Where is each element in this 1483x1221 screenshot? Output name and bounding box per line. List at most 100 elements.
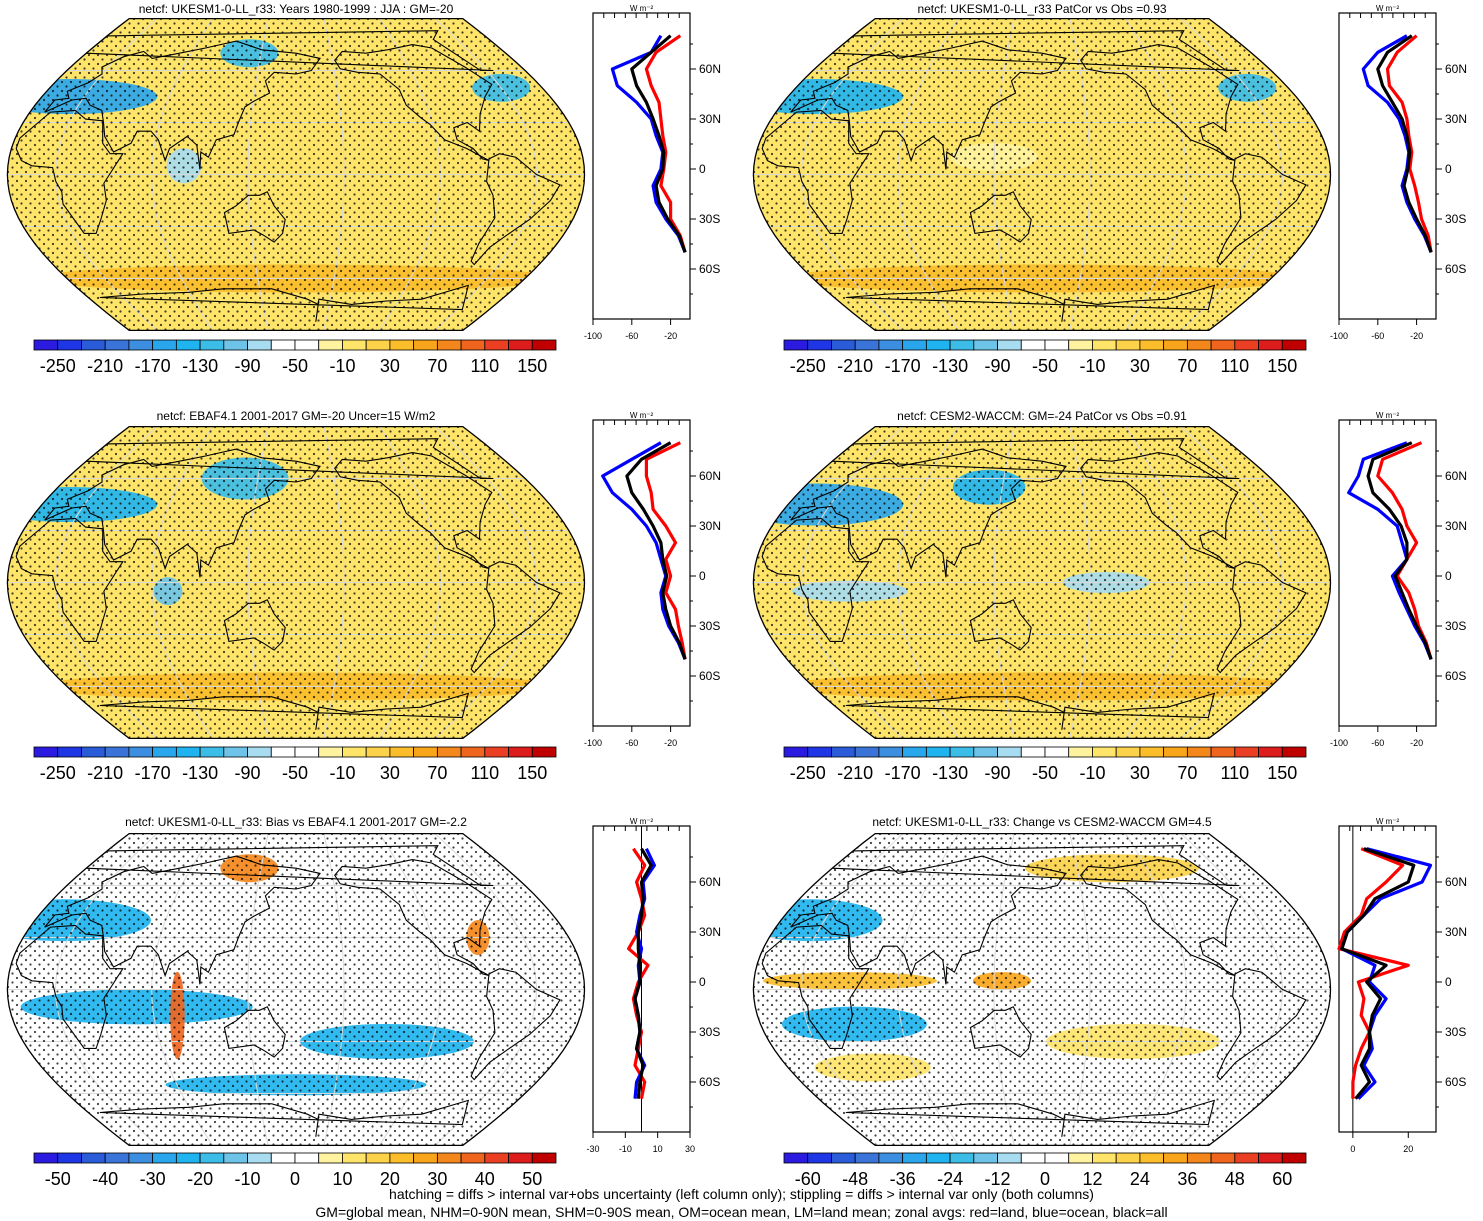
colorbar-bin	[365, 746, 391, 758]
zonal-x-tick-label: -60	[625, 331, 638, 341]
colorbar-bin	[807, 339, 832, 351]
colorbar-bin	[783, 746, 809, 758]
colorbar-bin	[1139, 746, 1165, 758]
colorbar-bin	[294, 339, 320, 351]
colorbar-bin	[436, 746, 462, 758]
colorbar-bin	[878, 1152, 904, 1164]
colorbar-bin	[1068, 746, 1093, 758]
colorbar-bin	[531, 339, 557, 351]
colorbar-bin	[294, 746, 320, 758]
zonal-series-line	[627, 847, 650, 1100]
colorbar-bin	[1044, 1152, 1070, 1164]
colorbar-bin	[854, 1152, 880, 1164]
colorbar-bin	[1210, 746, 1236, 758]
colorbar: -250 -210 -170 -130 -90 -50 -10 30 70 110 150	[783, 746, 1307, 783]
colorbar-tick-label: 0	[1040, 1169, 1050, 1189]
zonal-x-tick-label: -30	[586, 1144, 599, 1154]
coastline	[223, 1006, 286, 1058]
colorbar-tick-label: 110	[1220, 356, 1249, 376]
zonal-series-line	[1340, 847, 1433, 1100]
zonal-lat-tick-label: 30S	[699, 212, 720, 226]
zonal-x-tick-label: -100	[584, 738, 602, 748]
map-plot	[6, 425, 586, 740]
colorbar-bin	[1068, 339, 1093, 351]
colorbar-bin	[1234, 339, 1259, 351]
colorbar-bin	[1020, 339, 1046, 351]
zonal-series-line	[1376, 441, 1433, 660]
colorbar-bin	[104, 746, 130, 758]
colorbar: -250 -210 -170 -130 -90 -50 -10 30 70 110 150	[783, 339, 1307, 376]
colorbar-bin	[389, 339, 415, 351]
colorbar-tick-label: -10	[1079, 356, 1105, 376]
zonal-mean-plot: W m⁻² 60N 30N 0 30S 60S -100 -60 -20	[1330, 411, 1467, 748]
zonal-unit-label: W m⁻²	[1376, 411, 1400, 420]
colorbar-bin	[1092, 746, 1117, 758]
colorbar-bin	[1163, 339, 1188, 351]
colorbar-tick-label: -250	[790, 763, 826, 783]
colorbar-bin	[1092, 1152, 1117, 1164]
zonal-x-tick-label: -100	[1330, 331, 1348, 341]
stippling	[753, 833, 1331, 1146]
colorbar-bin	[152, 746, 177, 758]
zonal-lat-tick-label: 30N	[1445, 925, 1467, 939]
colorbar-bin	[175, 746, 201, 758]
zonal-lat-tick-label: 60S	[1445, 1075, 1466, 1089]
colorbar-bin	[1092, 339, 1117, 351]
colorbar-tick-label: 48	[1225, 1169, 1245, 1189]
colorbar-bin	[318, 1152, 343, 1164]
zonal-x-tick-label: -20	[664, 331, 677, 341]
zonal-lat-tick-label: 60N	[1445, 62, 1467, 76]
colorbar-bin	[783, 1152, 809, 1164]
colorbar-bin	[508, 339, 533, 351]
colorbar-bin	[247, 746, 272, 758]
colorbar-bin	[1234, 746, 1259, 758]
zonal-series-line	[1340, 847, 1416, 1100]
zonal-x-tick-label: -100	[1330, 738, 1348, 748]
zonal-frame	[1338, 825, 1437, 1133]
colorbar-bin	[1186, 1152, 1212, 1164]
zonal-x-tick-label: -60	[1371, 331, 1384, 341]
zonal-series-line	[1347, 441, 1433, 660]
colorbar-tick-label: -210	[87, 356, 123, 376]
colorbar-bin	[902, 746, 927, 758]
map-title: netcf: UKESM1-0-LL_r33 PatCor vs Obs =0.…	[917, 2, 1167, 16]
colorbar-tick-label: -50	[282, 763, 308, 783]
colorbar-bin	[152, 1152, 177, 1164]
stippling	[7, 426, 585, 739]
coastline	[845, 1099, 1216, 1137]
colorbar-tick-label: -50	[282, 356, 308, 376]
colorbar-bin	[997, 339, 1022, 351]
colorbar-bin	[342, 339, 367, 351]
zonal-lat-tick-label: 0	[1445, 162, 1452, 176]
colorbar-tick-label: 50	[522, 1169, 542, 1189]
zonal-x-tick-label: 20	[1403, 1144, 1413, 1154]
colorbar-bin	[854, 746, 880, 758]
colorbar-bin	[342, 746, 367, 758]
zonal-mean-plot: W m⁻² 60N 30N 0 30S 60S -30 -10 10 30	[586, 817, 721, 1154]
colorbar-tick-label: -90	[985, 356, 1011, 376]
colorbar: -250 -210 -170 -130 -90 -50 -10 30 70 110 150	[33, 746, 557, 783]
colorbar-tick-label: 70	[1177, 763, 1197, 783]
colorbar-bin	[1139, 339, 1165, 351]
colorbar-tick-label: 70	[427, 763, 447, 783]
zonal-unit-label: W m⁻²	[1376, 4, 1400, 13]
colorbar-tick-label: 30	[1130, 763, 1150, 783]
coastline	[470, 968, 561, 1081]
zonal-unit-label: W m⁻²	[1376, 817, 1400, 826]
colorbar: -50 -40 -30 -20 -10 0 10 20 30 40 50	[33, 1152, 557, 1189]
colorbar-bin	[973, 746, 998, 758]
map-outline	[6, 832, 586, 1147]
colorbar-tick-label: 24	[1130, 1169, 1150, 1189]
colorbar-bin	[389, 1152, 415, 1164]
colorbar-tick-label: -10	[235, 1169, 261, 1189]
coastline	[15, 517, 124, 642]
zonal-mean-plot: W m⁻² 60N 30N 0 30S 60S -100 -60 -20	[584, 411, 721, 748]
colorbar-tick-label: -170	[885, 763, 921, 783]
map-plot	[752, 425, 1332, 740]
colorbar-bin	[1210, 1152, 1236, 1164]
zonal-x-tick-label: -20	[1410, 738, 1423, 748]
colorbar-bin	[531, 1152, 557, 1164]
map-title: netcf: EBAF4.1 2001-2017 GM=-20 Uncer=15…	[156, 409, 436, 423]
colorbar-tick-label: 70	[1177, 356, 1197, 376]
coastline	[969, 191, 1032, 243]
